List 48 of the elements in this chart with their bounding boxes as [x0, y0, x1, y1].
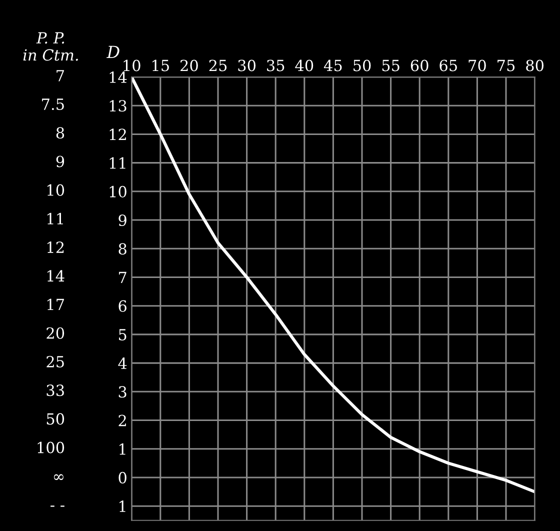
x-tick-label: 20	[180, 60, 198, 72]
text: 17	[47, 298, 64, 310]
x-tick-label: 45	[324, 60, 342, 72]
x-tick-label: 70	[468, 60, 486, 72]
text: 25	[46, 356, 64, 368]
text: 14	[47, 270, 64, 282]
y-tick-label: 7	[118, 272, 126, 284]
y-tick-label: 8	[118, 243, 126, 255]
text: 10	[47, 184, 64, 196]
x-tick-label: 60	[410, 60, 428, 72]
y-tick-label: 3	[118, 386, 126, 398]
text: P. P. in Ctm.	[23, 32, 78, 61]
text: 7.5	[42, 98, 64, 110]
x-tick-label: 15	[152, 60, 169, 72]
x-tick-label: 30	[238, 60, 256, 72]
text: 50	[46, 413, 64, 425]
text: 100	[38, 442, 64, 454]
x-tick-label: 50	[354, 60, 371, 72]
y-tick-label: 5	[119, 329, 126, 340]
text: 20	[46, 327, 64, 339]
y-tick-label: 10	[110, 186, 126, 198]
y-tick-label: 2	[118, 414, 126, 426]
y-tick-label: 9	[118, 214, 126, 226]
x-tick-label: 40	[295, 60, 314, 72]
x-tick-label: 35	[267, 60, 284, 72]
x-tick-label: 75	[498, 60, 515, 72]
y-tick-label: 14	[110, 71, 127, 83]
text: - -	[50, 506, 64, 507]
x-tick-label: 25	[209, 60, 227, 72]
text: ∞	[54, 474, 64, 480]
text: 7	[56, 70, 64, 82]
y-tick-label: 12	[110, 128, 126, 140]
x-tick-label: 65	[440, 60, 457, 72]
y-axis-title: D	[106, 46, 120, 58]
y-tick-label: 0	[118, 472, 126, 484]
y-tick-label: 4	[118, 358, 127, 369]
x-tick-label: 55	[382, 60, 400, 72]
y-tick-label: 1	[120, 500, 126, 512]
text: 9	[56, 156, 64, 168]
x-tick-label: 80	[526, 60, 544, 72]
text: 33	[46, 384, 64, 396]
text: 8	[56, 127, 64, 139]
text: 11	[47, 212, 63, 224]
text: 12	[47, 242, 64, 253]
y-tick-label: 6	[118, 300, 126, 312]
y-tick-label: 11	[110, 157, 126, 169]
y-tick-label: 13	[110, 100, 126, 112]
y-tick-label: 1	[120, 443, 126, 455]
